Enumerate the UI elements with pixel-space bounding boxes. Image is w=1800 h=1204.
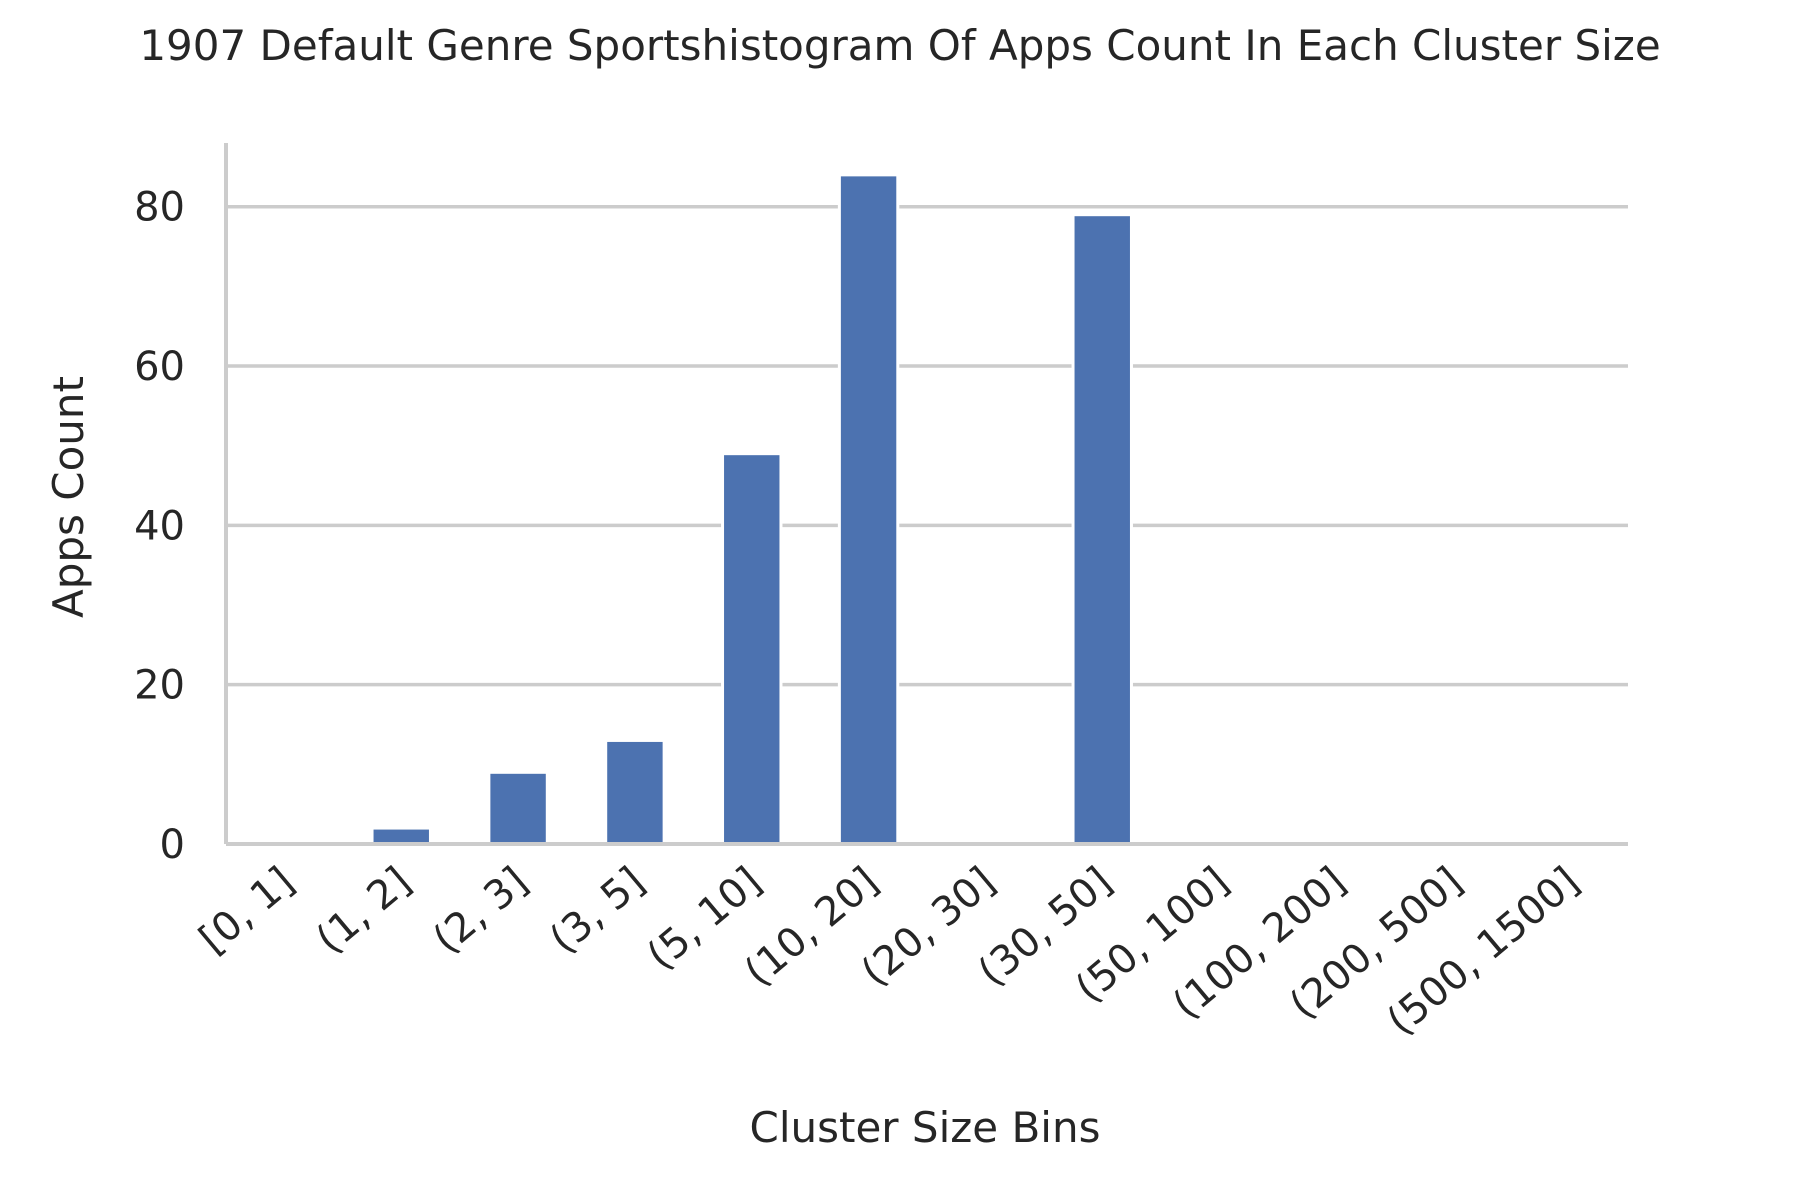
x-tick-label: (3, 5] — [541, 858, 653, 962]
chart-title: 1907 Default Genre Sportshistogram Of Ap… — [139, 21, 1660, 70]
y-tick-label: 60 — [134, 344, 185, 390]
x-tick-labels: [0, 1] (1, 2] (2, 3] (3, 5](5, 10](10, 20](… — [191, 858, 1588, 1044]
bar — [1071, 213, 1133, 846]
bar — [837, 173, 900, 846]
y-tick-label: 0 — [160, 822, 185, 868]
y-tick-label: 40 — [134, 503, 185, 549]
bar — [487, 770, 549, 846]
y-tick-labels: 0 20 40 60 80 — [134, 185, 185, 868]
grid-lines — [226, 204, 1628, 687]
x-tick-label: [0, 1] — [191, 858, 303, 962]
x-tick-label: (2, 3] — [425, 858, 537, 962]
y-tick-label: 20 — [134, 663, 185, 709]
bars — [370, 173, 1133, 846]
bar — [370, 826, 432, 846]
bar — [604, 738, 666, 846]
y-tick-label: 80 — [134, 185, 185, 231]
x-axis-label: Cluster Size Bins — [750, 1103, 1101, 1152]
x-tick-label: (1, 2] — [308, 858, 420, 962]
axes — [224, 143, 1628, 846]
bar — [721, 452, 783, 846]
y-axis-label: Apps Count — [44, 376, 93, 618]
